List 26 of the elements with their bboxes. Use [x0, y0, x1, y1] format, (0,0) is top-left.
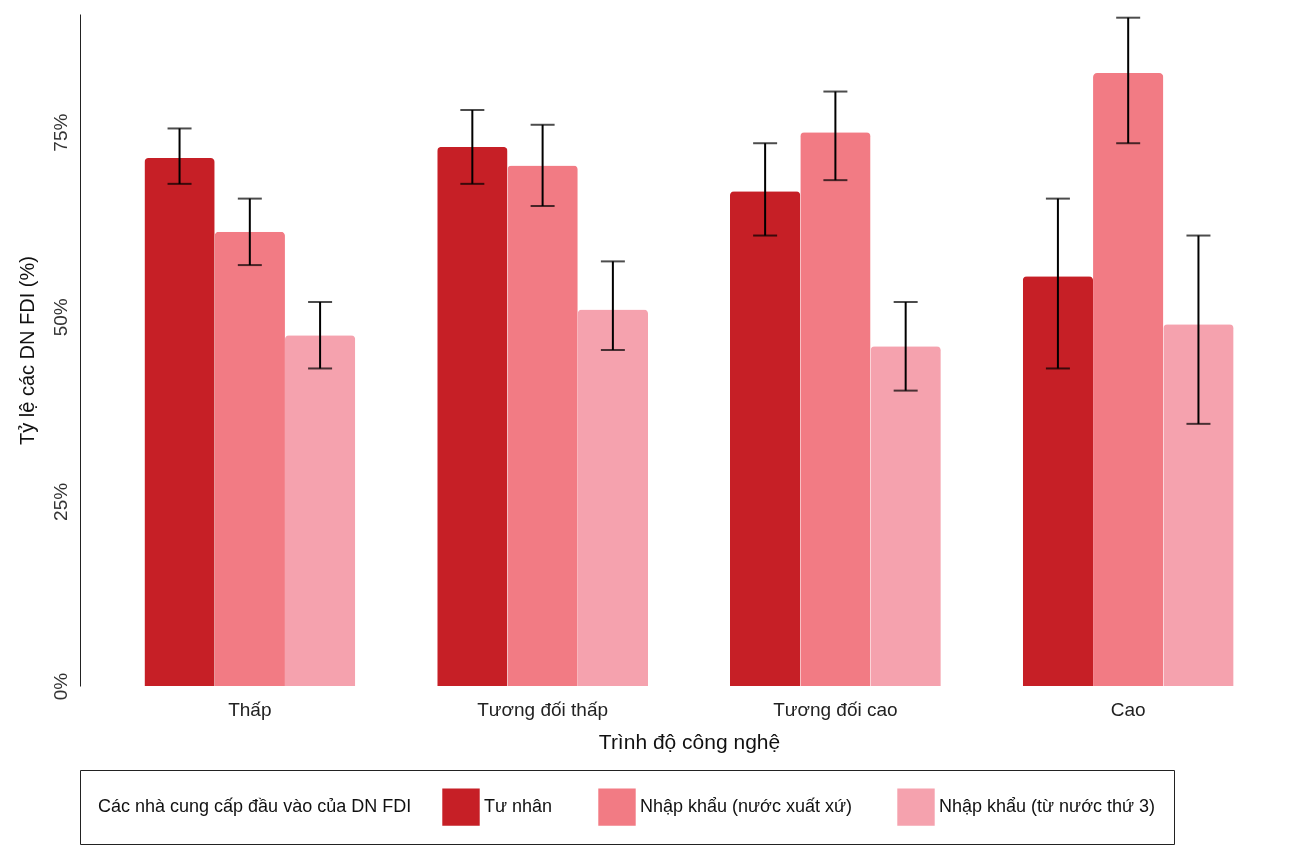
bar [214, 231, 285, 686]
y-axis-title: Tỷ lệ các DN FDI (%) [15, 256, 38, 445]
y-tick-label: 25% [49, 482, 71, 521]
bar [870, 346, 941, 686]
legend-title: Các nhà cung cấp đầu vào của DN FDI [98, 796, 412, 816]
y-tick-label: 75% [49, 113, 71, 152]
bar [577, 309, 649, 686]
legend-label: Nhập khẩu (nước xuất xứ) [640, 796, 852, 817]
bar [1163, 324, 1234, 686]
bar [144, 158, 215, 686]
bar [1022, 276, 1094, 686]
x-tick-label: Thấp [228, 698, 272, 720]
bar [1093, 73, 1164, 686]
x-tick-label: Tương đối cao [773, 698, 898, 720]
bar [800, 132, 871, 686]
y-tick-label: 50% [49, 298, 71, 337]
x-tick-label: Tương đối thấp [477, 698, 609, 720]
x-axis-title: Trình độ công nghệ [598, 729, 781, 753]
legend-label: Tư nhân [484, 796, 553, 817]
legend-label: Nhập khẩu (từ nước thứ 3) [939, 796, 1156, 817]
bar [729, 191, 801, 686]
x-tick-label: Cao [1110, 698, 1146, 720]
bar [507, 165, 578, 686]
bar [437, 146, 508, 686]
y-tick-label: 0% [49, 672, 71, 701]
bar [284, 335, 356, 686]
